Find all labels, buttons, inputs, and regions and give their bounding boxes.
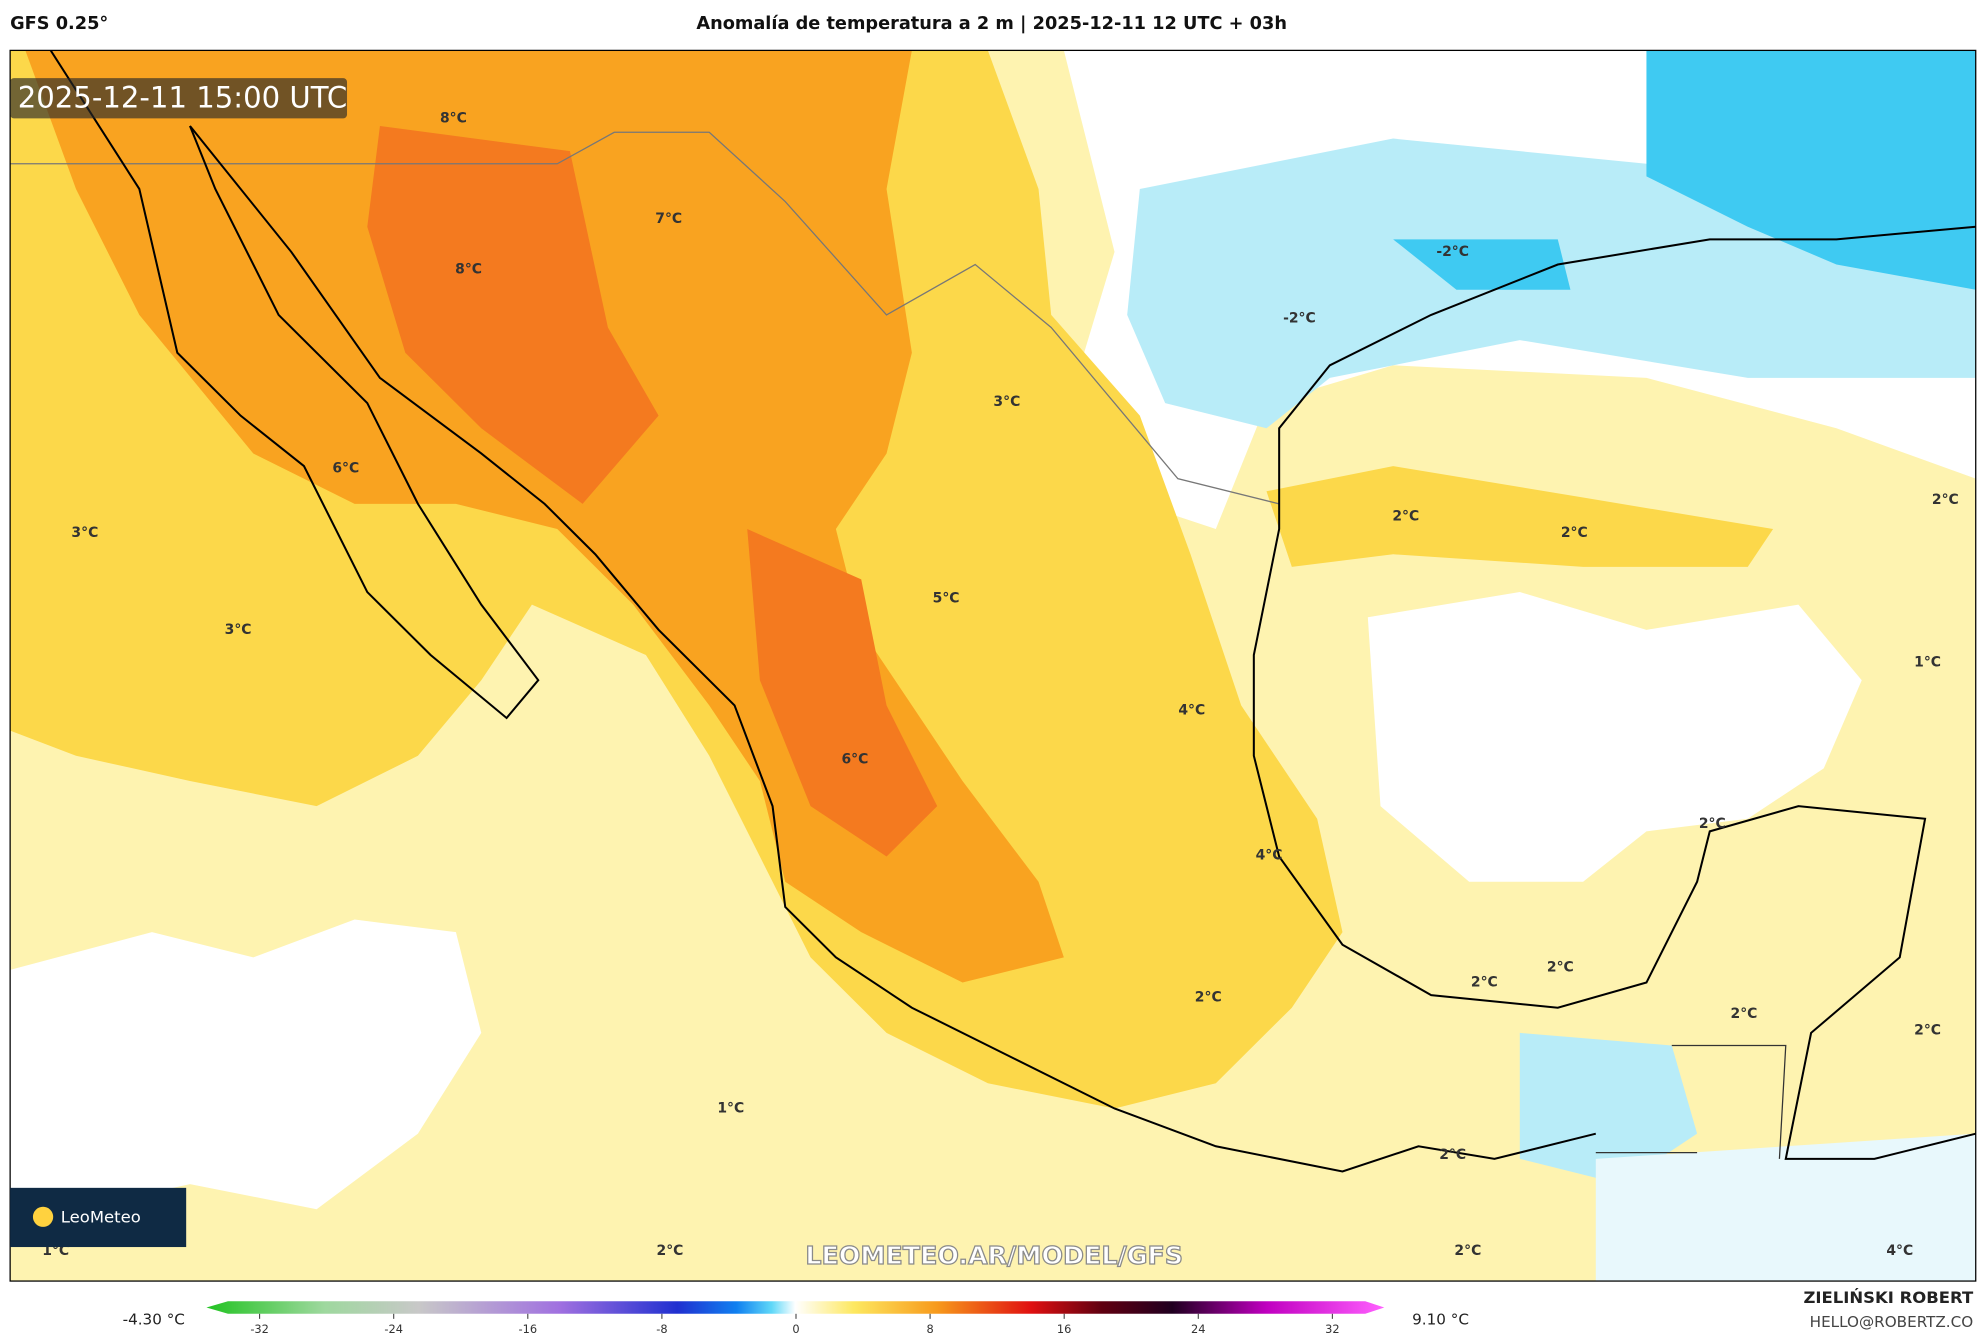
colorbar-tick-label: 24 bbox=[1191, 1322, 1206, 1336]
anomaly-zone bbox=[10, 919, 482, 1210]
valid-time: 2025-12-11 15:00 UTC bbox=[18, 81, 347, 115]
model-label: GFS 0.25° bbox=[10, 14, 108, 34]
contour-label: 1°C bbox=[717, 1101, 744, 1117]
anomaly-zone bbox=[1595, 1133, 1976, 1282]
contour-label: -2°C bbox=[1436, 244, 1469, 260]
colorbar-min: -4.30 °C bbox=[123, 1311, 185, 1329]
contour-label: 6°C bbox=[332, 461, 359, 477]
logo-sun bbox=[32, 1206, 54, 1227]
contour-label: 3°C bbox=[993, 394, 1020, 410]
contour-label: 4°C bbox=[1886, 1243, 1913, 1259]
contour-label: 2°C bbox=[1547, 959, 1574, 975]
watermark: LEOMETEO.AR/MODEL/GFS bbox=[805, 1241, 1183, 1270]
anomaly-zone bbox=[747, 529, 938, 857]
colorbar-scale bbox=[206, 1301, 1385, 1314]
colorbar-tick-label: 16 bbox=[1057, 1322, 1072, 1336]
anomaly-zone bbox=[1266, 466, 1774, 567]
contour-label: 2°C bbox=[1195, 990, 1222, 1006]
colorbar: -4.30 °C 9.10 °C -32 -24 -16 -8 0 8 16 24 32 bbox=[123, 1301, 1469, 1336]
contour-label: 2°C bbox=[1699, 816, 1726, 832]
contour-label: 6°C bbox=[841, 752, 868, 768]
contour-label: 2°C bbox=[1439, 1147, 1466, 1163]
contour-label: 8°C bbox=[440, 110, 467, 126]
colorbar-tick-label: 32 bbox=[1325, 1322, 1340, 1336]
contour-label: 2°C bbox=[1454, 1243, 1481, 1259]
anomaly-zone bbox=[1519, 1032, 1698, 1185]
contour-label: 3°C bbox=[71, 525, 98, 541]
coastline bbox=[49, 50, 1976, 1173]
colorbar-tick-label: -16 bbox=[519, 1322, 538, 1336]
time-badge bbox=[10, 78, 348, 119]
contour-label: 2°C bbox=[1561, 525, 1588, 541]
contour-label: -2°C bbox=[1283, 311, 1316, 327]
anomaly-zone bbox=[1367, 592, 1862, 882]
contour-label: 1°C bbox=[1914, 655, 1941, 671]
contour-label: 2°C bbox=[1914, 1022, 1941, 1038]
colorbar-tick-label: -8 bbox=[656, 1322, 667, 1336]
contour-label: 3°C bbox=[225, 622, 252, 638]
contour-label: 4°C bbox=[1256, 847, 1283, 863]
border bbox=[10, 131, 1280, 505]
colorbar-tick-label: 8 bbox=[926, 1322, 933, 1336]
map-title: Anomalía de temperatura a 2 m | 2025-12-… bbox=[696, 14, 1287, 34]
colorbar-tick-label: -24 bbox=[384, 1322, 403, 1336]
colorbar-tick-label: 0 bbox=[792, 1322, 799, 1336]
contour-labels: 8°C 7°C 8°C -2°C -2°C 3°C 6°C 3°C 2°C 2°C 2°C 5°C 3°… bbox=[42, 110, 1958, 1258]
colorbar-max: 9.10 °C bbox=[1412, 1311, 1469, 1329]
anomaly-zone bbox=[367, 125, 659, 504]
contour-label: 2°C bbox=[1731, 1006, 1758, 1022]
map: 8°C 7°C 8°C -2°C -2°C 3°C 6°C 3°C 2°C 2°C 2°C 5°C 3°… bbox=[10, 50, 1976, 1282]
colorbar-tick-label: -32 bbox=[250, 1322, 269, 1336]
contour-label: 7°C bbox=[655, 211, 682, 227]
contour-label: 8°C bbox=[455, 262, 482, 278]
map-frame bbox=[9, 49, 1977, 1282]
author: ZIELIŃSKI ROBERT bbox=[1804, 1288, 1974, 1307]
contour-label: 5°C bbox=[933, 590, 960, 606]
anomaly-zone bbox=[1646, 50, 1976, 290]
contour-label: 2°C bbox=[1932, 492, 1959, 508]
contour-label: 4°C bbox=[1178, 702, 1205, 718]
logo-text: LeoMeteo bbox=[61, 1208, 141, 1227]
contour-label: 2°C bbox=[1471, 975, 1498, 991]
border bbox=[1595, 1044, 1787, 1159]
contour-label: 2°C bbox=[1392, 508, 1419, 524]
email: HELLO@ROBERTZ.CO bbox=[1810, 1313, 1974, 1331]
contour-label: 2°C bbox=[657, 1243, 684, 1259]
